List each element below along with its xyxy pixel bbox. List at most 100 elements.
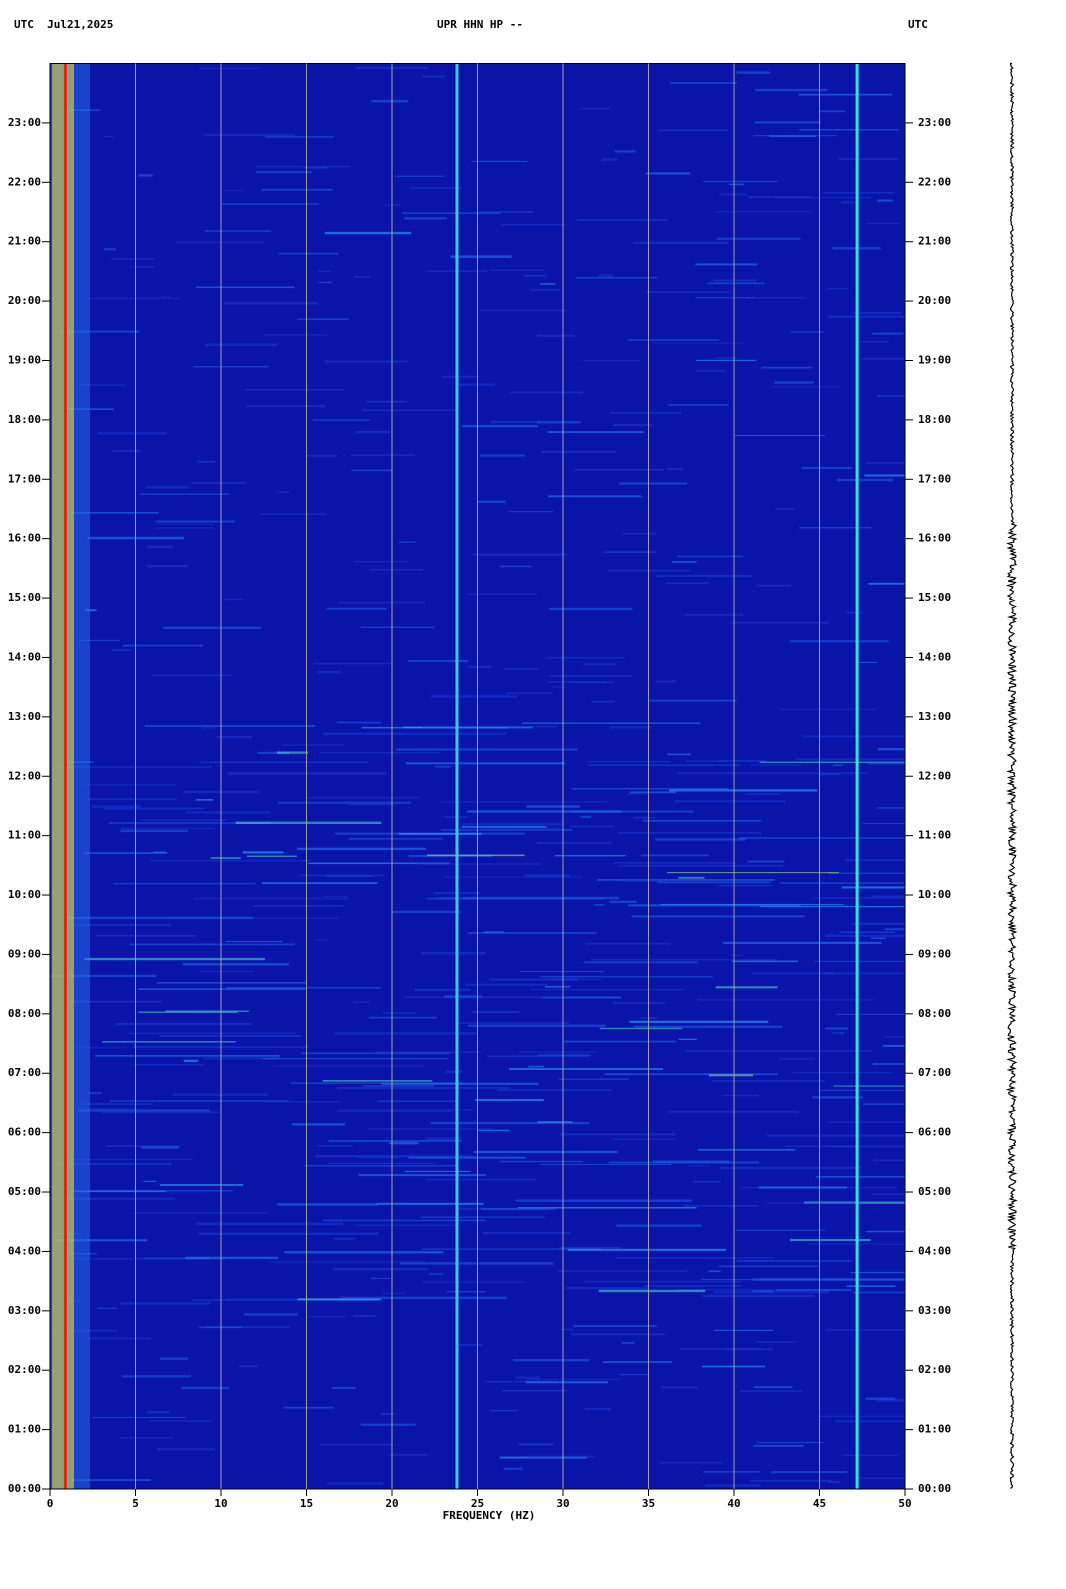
y-tick-label-right: 00:00 [918,1482,951,1495]
noise-streak [828,872,905,874]
noise-streak [646,291,730,294]
noise-streak [580,107,611,110]
y-tick-label-right: 01:00 [918,1423,951,1436]
noise-streak [512,1359,590,1362]
noise-streak [106,1144,180,1147]
noise-streak [420,1216,545,1218]
noise-streak [69,1000,162,1003]
noise-streak [554,855,626,857]
noise-streak [143,1180,157,1182]
noise-streak [755,1341,795,1343]
x-tick-label: 35 [642,1497,655,1510]
noise-streak [422,75,445,78]
noise-streak [599,1027,683,1030]
noise-streak [718,884,774,887]
noise-streak [54,1239,148,1242]
y-tick-label-right: 05:00 [918,1185,951,1198]
noise-streak [865,1397,896,1400]
noise-streak [703,1471,760,1473]
noise-streak [417,863,541,865]
noise-streak [702,1365,765,1368]
noise-streak [539,283,556,285]
noise-streak [88,1092,103,1095]
seismogram-trace [1005,62,1018,1489]
noise-streak [489,1410,518,1412]
noise-streak [747,195,811,199]
noise-streak [503,1467,523,1470]
noise-streak [711,1080,825,1083]
noise-streak [734,434,825,437]
noise-streak [262,1058,449,1060]
noise-streak [355,430,390,434]
noise-streak [569,825,614,828]
noise-streak [339,1109,473,1111]
noise-streak [252,905,343,907]
noise-streak [697,999,876,1001]
x-tick-label: 0 [47,1497,54,1510]
noise-streak [749,1479,832,1482]
noise-streak [831,1032,845,1035]
noise-streak [776,1289,852,1292]
noise-streak [479,454,526,457]
noise-streak [191,481,247,485]
noise-streak [367,1128,494,1130]
noise-streak [376,1202,484,1205]
noise-streak [845,859,905,862]
noise-streak [103,807,205,810]
noise-streak [153,851,166,854]
noise-streak [194,898,349,900]
noise-streak [396,748,578,751]
noise-streak [191,1299,379,1302]
y-tick-label: 03:00 [8,1304,41,1317]
noise-streak [468,932,597,934]
noise-streak [421,1281,525,1283]
noise-streak [755,88,828,92]
noise-streak [841,201,855,204]
noise-streak [430,695,517,698]
noise-streak [301,1052,451,1055]
noise-streak [652,1160,730,1163]
noise-streak [558,1270,688,1272]
noise-streak [315,939,329,941]
noise-streak [315,1155,473,1158]
y-tick-label-right: 15:00 [918,591,951,604]
noise-streak [752,1290,774,1293]
noise-streak [318,270,332,273]
noise-streak [547,431,644,434]
noise-streak [97,1307,118,1309]
noise-streak [327,1482,384,1485]
noise-streak [619,864,784,867]
noise-streak [654,838,746,841]
chart-title: UPR HHN HP -- [437,18,523,31]
noise-streak [866,222,900,224]
noise-streak [752,1278,905,1281]
noise-streak [61,923,171,926]
noise-streak [758,1186,848,1189]
noise-streak [852,922,905,925]
noise-streak [716,237,801,240]
noise-streak [362,409,459,412]
noise-streak [668,404,729,406]
noise-streak [793,1072,892,1074]
noise-streak [598,1289,706,1293]
noise-streak [340,1296,507,1300]
noise-streak [421,1248,602,1250]
noise-streak [434,765,452,768]
noise-streak [656,575,752,577]
noise-streak [678,1038,697,1040]
noise-streak [524,874,571,877]
noise-streak [655,680,676,683]
noise-streak [257,751,290,755]
noise-streak [425,1137,462,1140]
noise-streak [482,1231,571,1234]
y-tick-label: 14:00 [8,650,41,663]
noise-streak [884,928,905,931]
noise-streak [425,1178,536,1181]
noise-streak [583,359,641,362]
noise-streak [500,1160,583,1163]
noise-streak [292,1123,346,1126]
noise-streak [584,1407,612,1411]
noise-streak [322,1219,486,1222]
noise-streak [871,1193,905,1195]
y-tick-label-right: 22:00 [918,175,951,188]
